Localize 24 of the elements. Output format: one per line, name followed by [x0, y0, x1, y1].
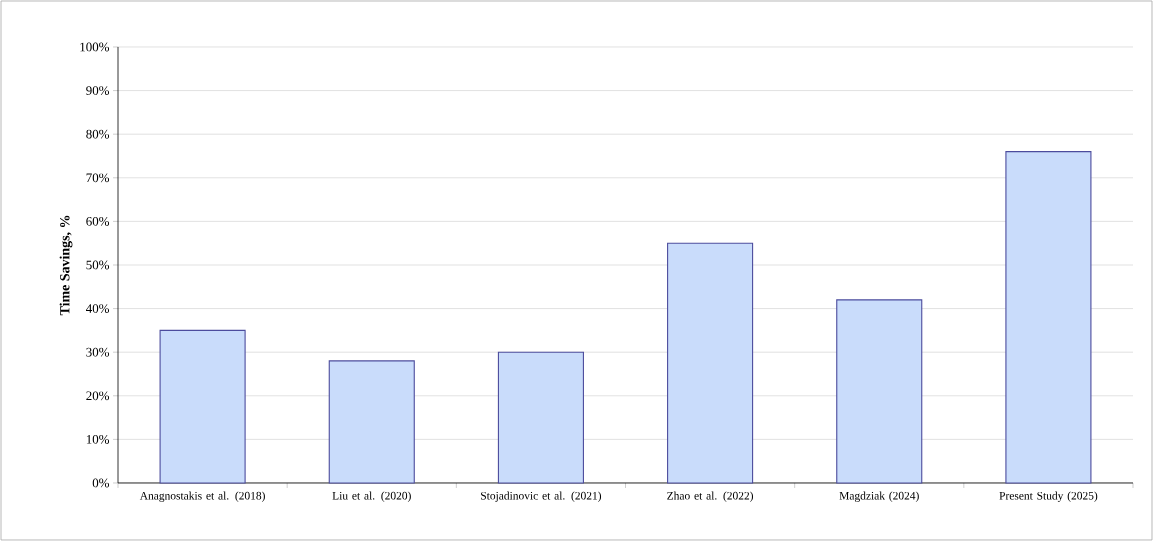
bar — [497, 351, 584, 484]
y-tick-label: 30% — [86, 347, 110, 357]
bar — [1005, 151, 1092, 484]
x-tick-label: Magdziak (2024) — [839, 491, 919, 502]
bar — [667, 242, 754, 484]
y-axis-title: Time Savings, % — [59, 215, 73, 316]
y-tick-label: 10% — [86, 435, 110, 444]
x-tick-label: Stojadinovic et al. (2021) — [481, 491, 602, 502]
bar — [328, 360, 415, 484]
y-tick-label: 50% — [86, 260, 110, 270]
y-tick-label: 90% — [86, 86, 110, 95]
x-tick-label: Anagnostakis et al. (2018) — [139, 491, 265, 502]
y-tick-label: 80% — [86, 129, 110, 139]
bar — [836, 299, 923, 484]
x-tick-label: Zhao et al. (2022) — [667, 491, 754, 502]
y-tick-label: 60% — [86, 217, 110, 226]
y-tick-label: 100% — [80, 42, 110, 52]
y-tick-label: 70% — [86, 173, 110, 183]
y-tick-label: 20% — [86, 391, 110, 401]
bar — [159, 329, 246, 484]
y-tick-label: 0% — [92, 478, 110, 488]
x-tick-label: Present Study (2025) — [999, 491, 1098, 502]
y-tick-label: 40% — [86, 304, 110, 313]
x-tick-label: Liu et al. (2020) — [332, 491, 411, 502]
